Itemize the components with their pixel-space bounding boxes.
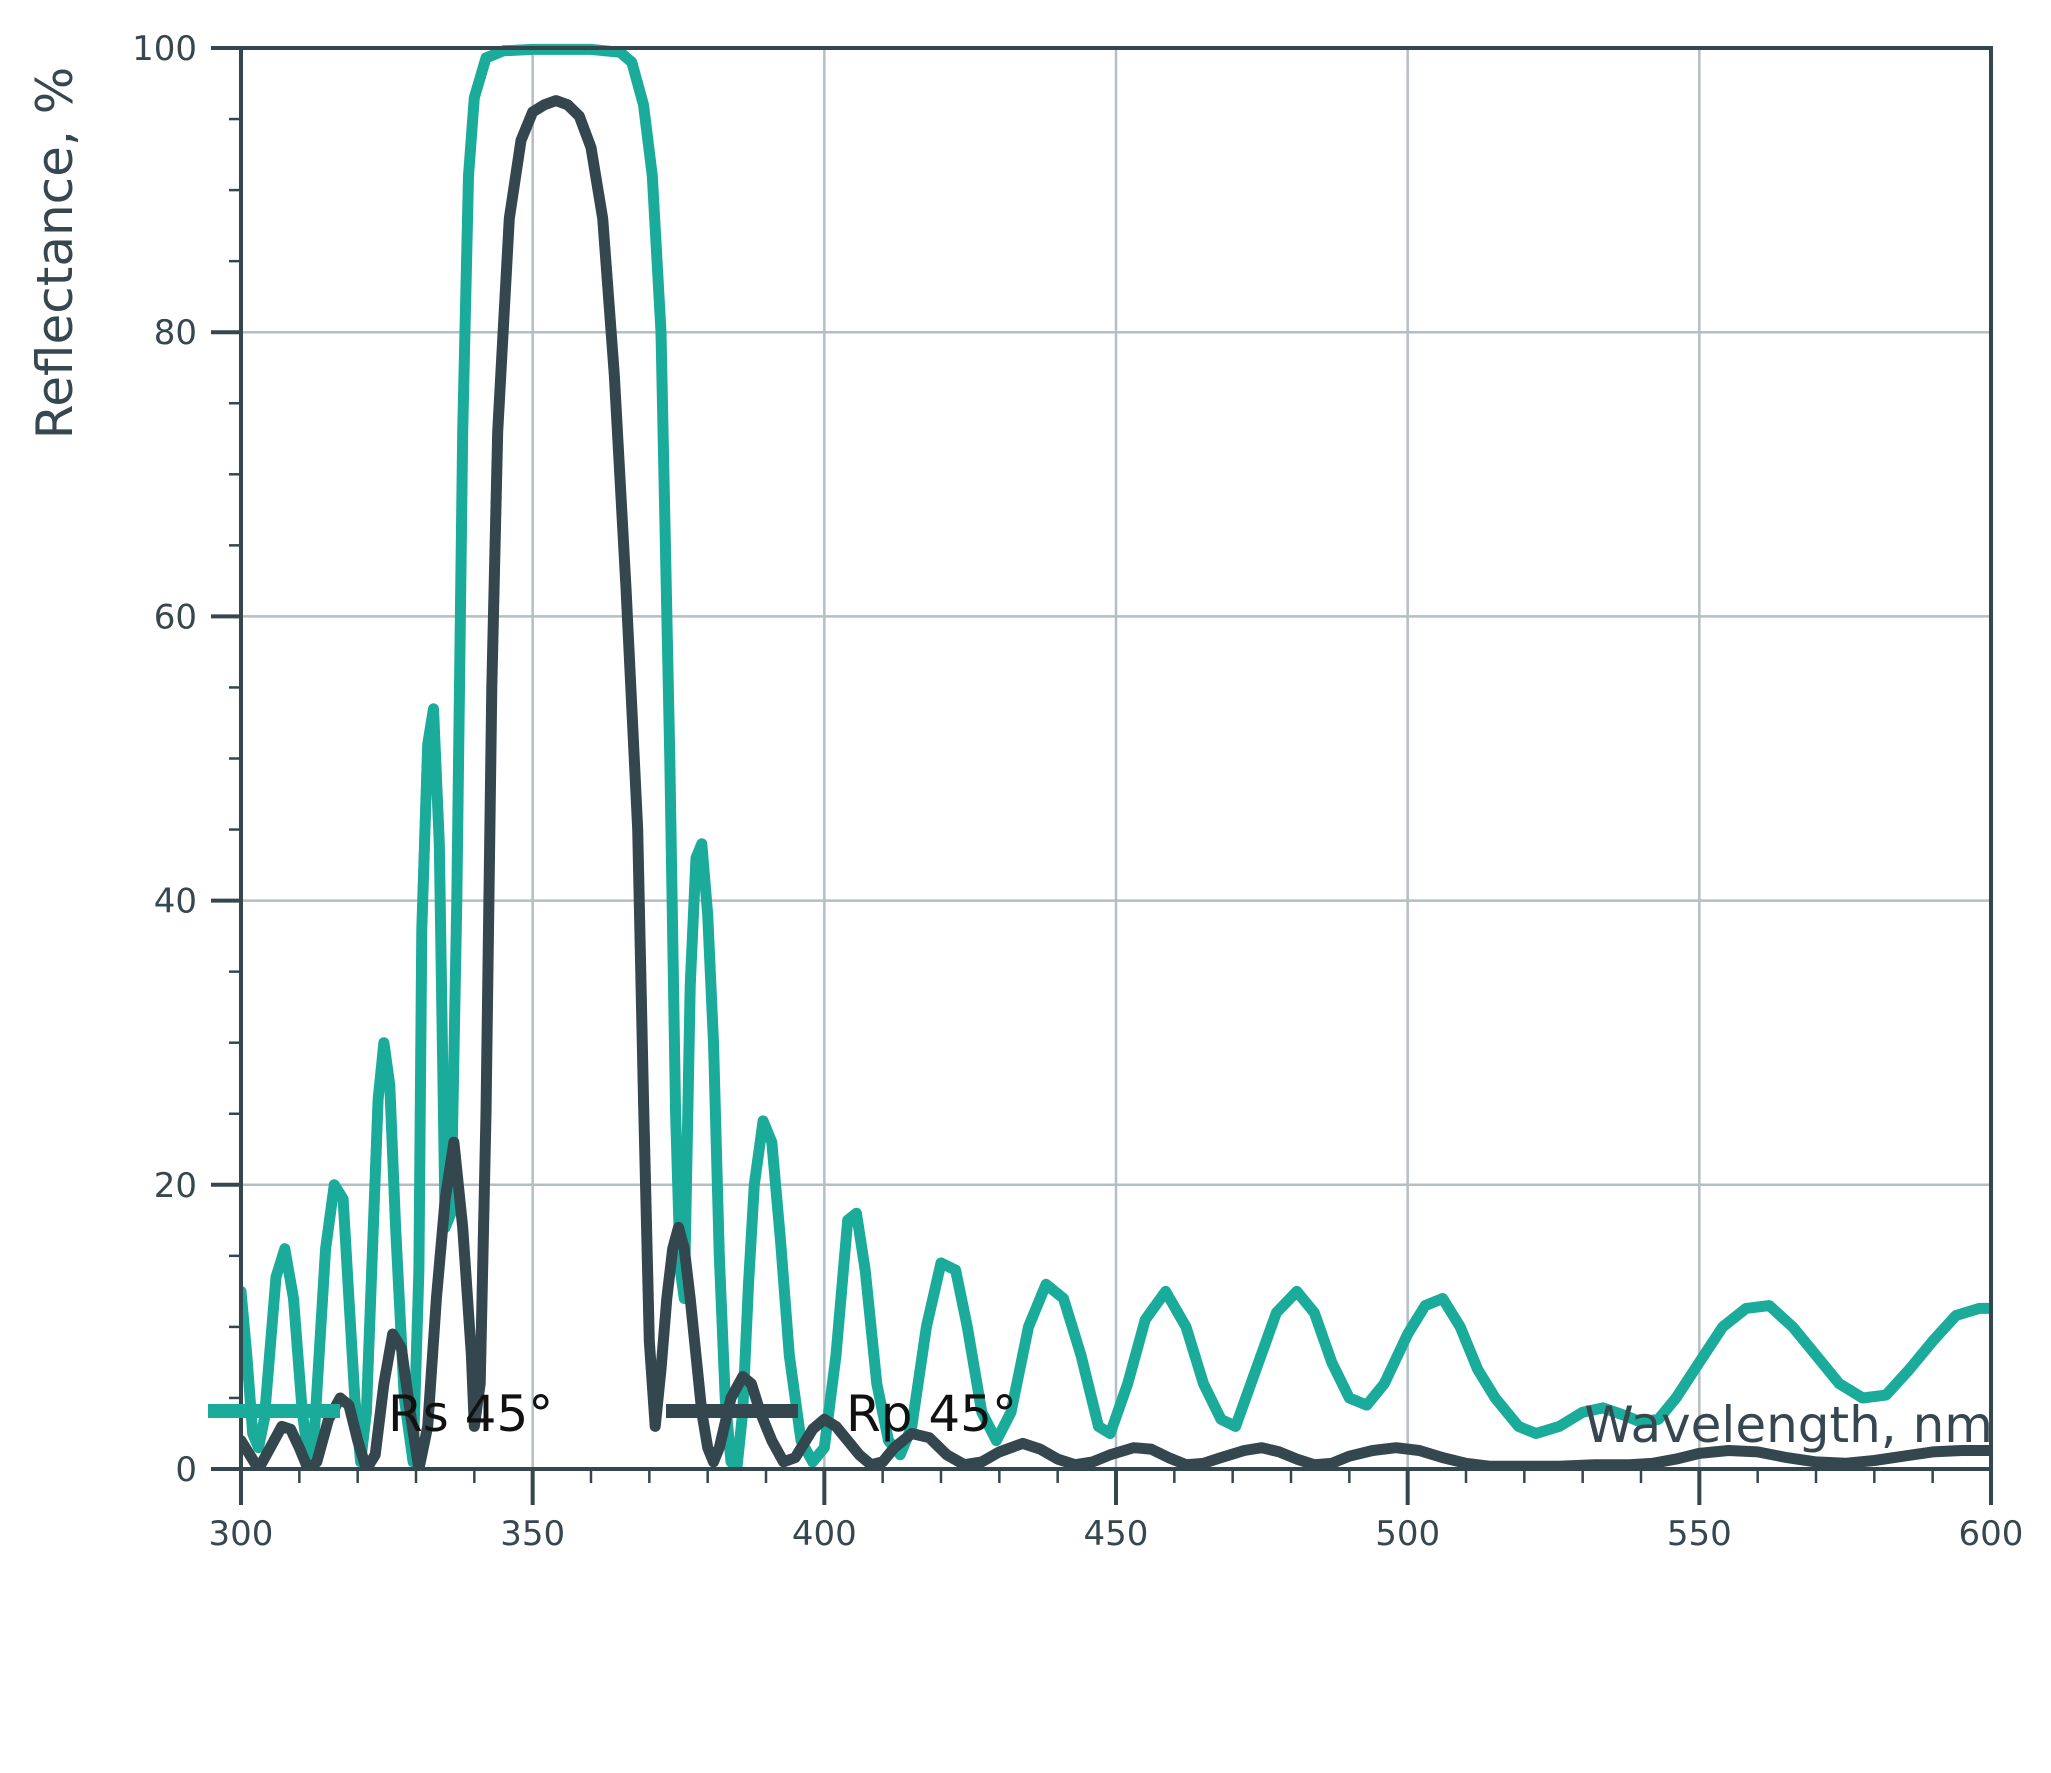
y-tick-label-0: 0 (175, 1450, 197, 1490)
x-tick-label-450: 450 (1084, 1514, 1149, 1554)
x-tick-label-600: 600 (1959, 1514, 2024, 1554)
x-tick-label-300: 300 (209, 1514, 274, 1554)
legend: Rs 45° Rp 45° (208, 1385, 1017, 1443)
legend-label-rp: Rp 45° (846, 1385, 1017, 1443)
y-axis-ticks: 0 20 40 60 80 100 (132, 29, 241, 1490)
y-axis-title: Reflectance, % (26, 67, 84, 440)
y-tick-label-20: 20 (154, 1166, 197, 1206)
series-layer (241, 43, 1991, 1469)
y-tick-label-40: 40 (154, 882, 197, 922)
y-tick-label-100: 100 (132, 29, 197, 69)
y-tick-label-80: 80 (154, 313, 197, 353)
x-axis-ticks: 300 350 400 450 500 550 600 (209, 1469, 2024, 1554)
x-axis-title: Wavelength, nm (1584, 1396, 1993, 1454)
x-tick-label-500: 500 (1375, 1514, 1440, 1554)
grid-lines (241, 48, 1991, 1469)
series-line-rp (241, 95, 1991, 1469)
legend-item-rs: Rs 45° (208, 1385, 553, 1443)
legend-label-rs: Rs 45° (388, 1385, 553, 1443)
legend-item-rp: Rp 45° (666, 1385, 1017, 1443)
x-tick-label-350: 350 (500, 1514, 565, 1554)
y-tick-label-60: 60 (154, 597, 197, 637)
x-tick-label-400: 400 (792, 1514, 857, 1554)
x-tick-label-550: 550 (1667, 1514, 1732, 1554)
